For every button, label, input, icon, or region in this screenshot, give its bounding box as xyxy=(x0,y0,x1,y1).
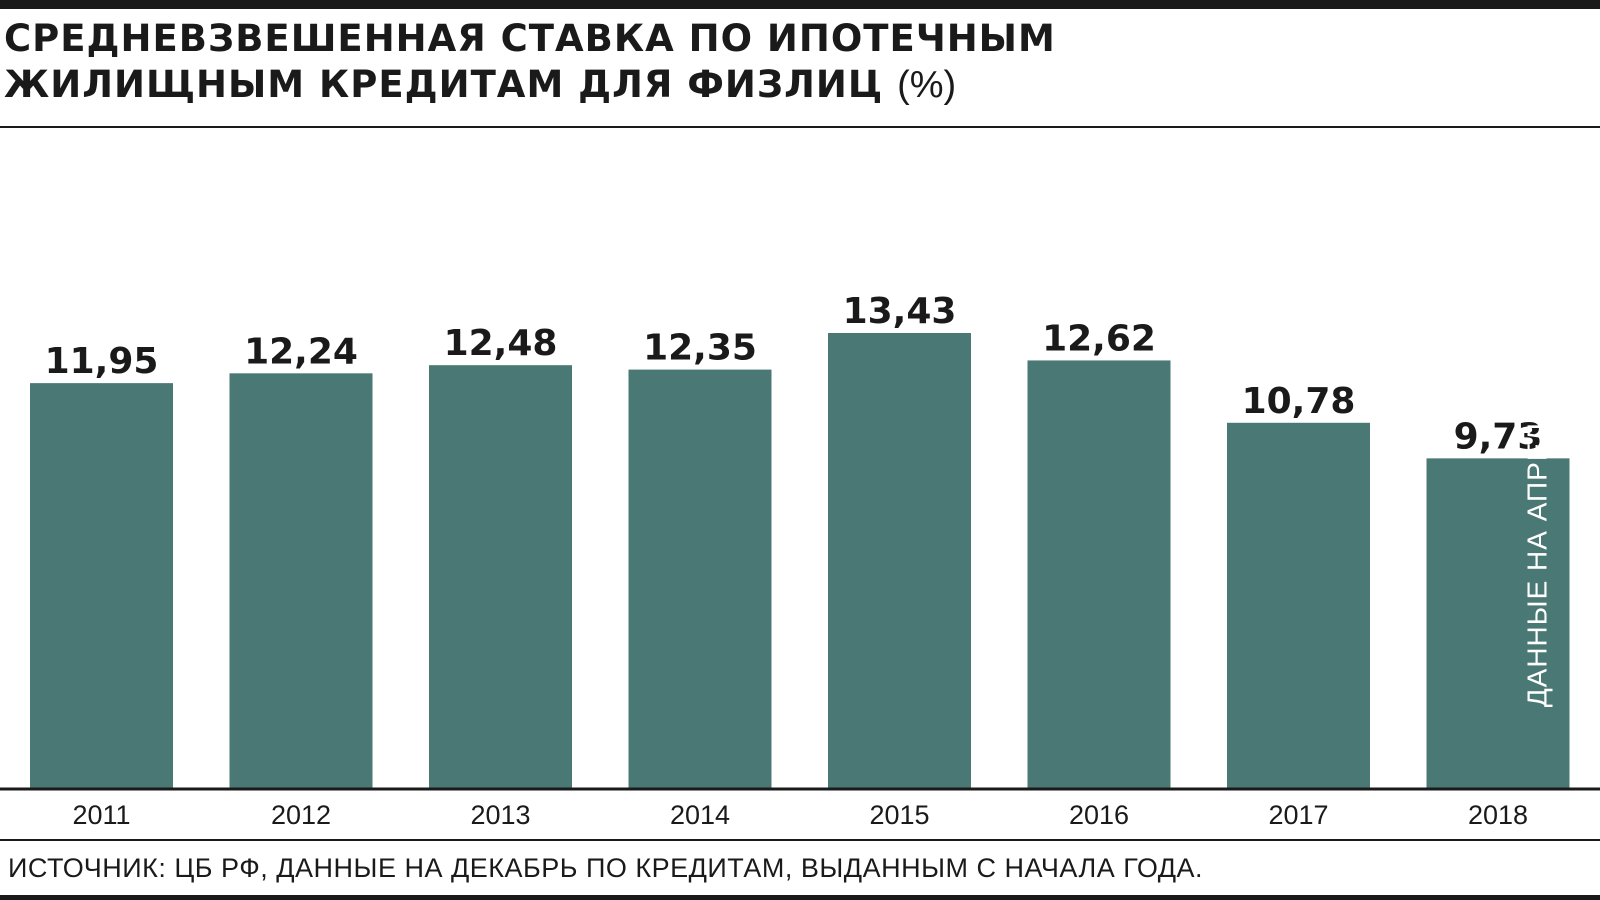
x-tick-label-2016: 2016 xyxy=(1069,800,1129,830)
bars-layer xyxy=(30,333,1570,788)
title-rule xyxy=(0,126,1600,128)
x-tick-label-2018: 2018 xyxy=(1468,800,1528,830)
top-rule xyxy=(0,0,1600,9)
source-note: ИСТОЧНИК: ЦБ РФ, ДАННЫЕ НА ДЕКАБРЬ ПО КР… xyxy=(8,853,1204,883)
value-label-2013: 12,48 xyxy=(444,323,558,364)
value-label-2014: 12,35 xyxy=(643,328,757,369)
bar-2011 xyxy=(30,383,173,788)
bar-2013 xyxy=(429,365,572,788)
x-tick-label-2011: 2011 xyxy=(72,800,130,830)
bar-2015 xyxy=(828,333,971,788)
x-tick-label-2014: 2014 xyxy=(670,800,730,830)
footer-rule xyxy=(0,839,1600,841)
bar-chart: 11,95 2011 12,24 2012 12,48 2013 12,35 2014 13,4… xyxy=(0,291,1600,830)
bar-2017 xyxy=(1227,422,1370,788)
x-tick-label-2015: 2015 xyxy=(869,800,929,830)
labels-layer: 11,95 2011 12,24 2012 12,48 2013 12,35 2014 13,4… xyxy=(45,291,1553,830)
chart-title-line-1: СРЕДНЕВЗВЕШЕННАЯ СТАВКА ПО ИПОТЕЧНЫМ xyxy=(4,17,1056,60)
chart-title-line-2: ЖИЛИЩНЫМ КРЕДИТАМ ДЛЯ ФИЗЛИЦ (%) xyxy=(4,62,1564,108)
chart-title-line-2-text: ЖИЛИЩНЫМ КРЕДИТАМ ДЛЯ ФИЗЛИЦ xyxy=(4,63,884,106)
bar-2014 xyxy=(628,369,772,788)
annotation-2018: ДАННЫЕ НА АПРЕЛЬ xyxy=(1522,403,1553,708)
x-tick-label-2017: 2017 xyxy=(1268,800,1328,830)
value-label-2011: 11,95 xyxy=(45,341,159,382)
chart-title-unit: (%) xyxy=(897,64,957,106)
bottom-rule xyxy=(0,895,1600,900)
value-label-2015: 13,43 xyxy=(843,291,957,332)
value-label-2017: 10,78 xyxy=(1242,381,1356,422)
x-tick-label-2013: 2013 xyxy=(470,800,530,830)
value-label-2012: 12,24 xyxy=(244,331,358,372)
value-label-2016: 12,62 xyxy=(1042,318,1156,359)
bar-2016 xyxy=(1027,360,1171,788)
bar-2012 xyxy=(229,373,373,788)
chart-title: СРЕДНЕВЗВЕШЕННАЯ СТАВКА ПО ИПОТЕЧНЫМ ЖИЛ… xyxy=(4,16,1564,108)
x-tick-label-2012: 2012 xyxy=(271,800,331,830)
bar-2018 xyxy=(1426,458,1570,788)
value-label-2018: 9,73 xyxy=(1454,416,1543,457)
